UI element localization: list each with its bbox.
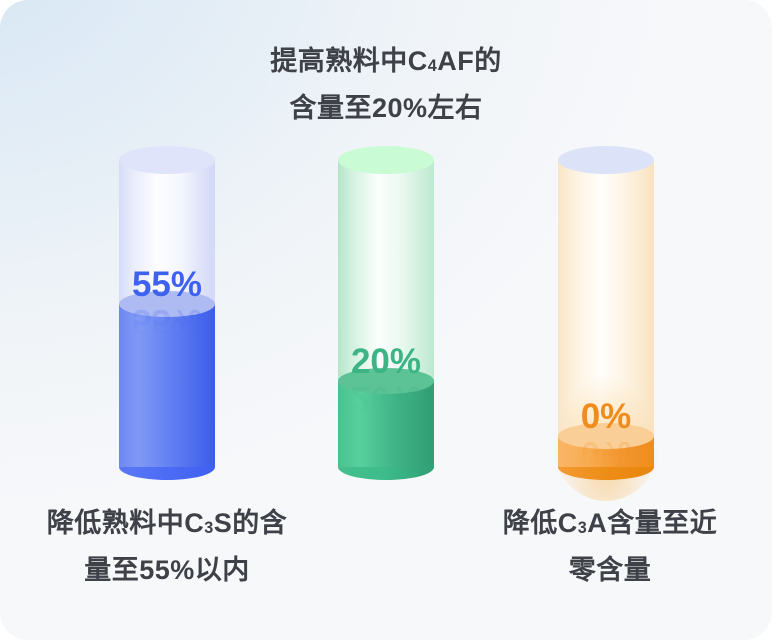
percent-label: 55%: [131, 265, 203, 305]
title-line1-post: AF的: [437, 46, 502, 76]
cylinder-c3a: 0% 0%: [550, 146, 662, 501]
chart-title: 提高熟料中C4AF的 含量至20%左右: [236, 40, 536, 130]
title-line1-subscript: 4: [427, 56, 438, 75]
caption-c3a-line-1: 降低C3A含量至近: [460, 502, 760, 549]
caption-c3s: 降低熟料中C3S的含 量至55%以内: [17, 502, 317, 592]
caption-c3a: 降低C3A含量至近 零含量: [460, 502, 760, 592]
caption-c3s-subscript: 3: [204, 518, 214, 537]
fill-body: [119, 304, 215, 467]
title-line-1: 提高熟料中C4AF的: [236, 40, 536, 87]
cylinder-c3s: 55% 55%: [119, 146, 215, 482]
cylinder-c4af: 20% 20%: [338, 146, 434, 482]
tube-top-ellipse: [558, 146, 654, 174]
fill-top-ellipse: [338, 368, 434, 395]
fill-body: [338, 381, 434, 467]
caption-c3a-line1-pre: 降低C: [502, 508, 578, 538]
percent-label-reflection: 0%: [580, 437, 632, 472]
fill-top-ellipse: [119, 291, 215, 318]
caption-c3s-line1-pre: 降低熟料中C: [46, 508, 205, 538]
percent-label: 20%: [350, 342, 422, 382]
caption-c3a-line-2: 零含量: [568, 555, 652, 585]
percent-label-reflection: 55%: [131, 305, 203, 340]
caption-c3a-line1-post: A含量至近: [587, 508, 718, 538]
caption-c3a-subscript: 3: [577, 518, 588, 537]
percent-label-reflection: 20%: [350, 382, 422, 417]
caption-c3s-line1-post: S的含: [213, 508, 288, 538]
tube-top-ellipse: [338, 146, 434, 174]
title-line1-pre: 提高熟料中C: [270, 46, 428, 76]
caption-c3s-line-1: 降低熟料中C3S的含: [17, 502, 317, 549]
title-line-2: 含量至20%左右: [289, 93, 483, 123]
percent-label: 0%: [580, 397, 632, 437]
caption-c3s-line-2: 量至55%以内: [84, 555, 250, 585]
tube-top-ellipse: [119, 146, 215, 174]
fill-top-ellipse: [558, 423, 654, 450]
